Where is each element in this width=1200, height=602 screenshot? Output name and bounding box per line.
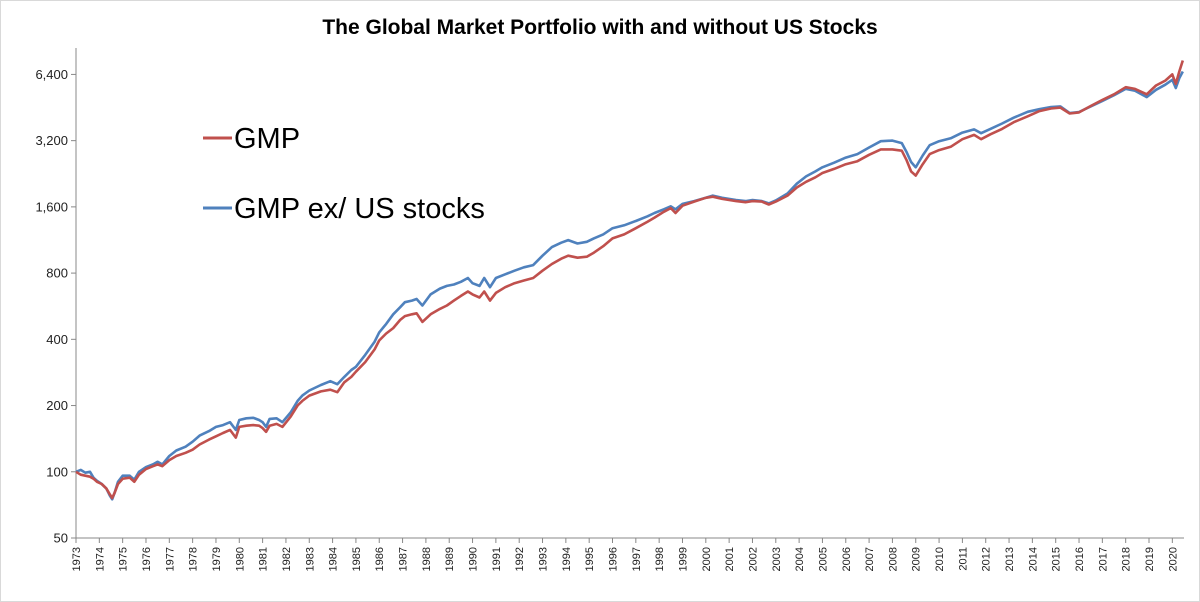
x-tick-label: 2000 bbox=[701, 547, 713, 571]
x-tick-label: 2013 bbox=[1004, 547, 1016, 571]
x-tick-label: 2014 bbox=[1027, 547, 1039, 571]
x-tick-label: 2006 bbox=[841, 547, 853, 571]
y-tick-label: 6,400 bbox=[35, 67, 68, 82]
x-tick-label: 2002 bbox=[747, 547, 759, 571]
x-tick-label: 2003 bbox=[771, 547, 783, 571]
x-tick-label: 1979 bbox=[211, 547, 223, 571]
x-tick-label: 2009 bbox=[911, 547, 923, 571]
x-tick-label: 2016 bbox=[1074, 547, 1086, 571]
x-tick-label: 2015 bbox=[1051, 547, 1063, 571]
y-tick-label: 200 bbox=[46, 398, 68, 413]
x-tick-label: 1973 bbox=[71, 547, 83, 571]
x-tick-label: 1986 bbox=[374, 547, 386, 571]
series-line-gmp bbox=[75, 60, 1185, 500]
chart-title: The Global Market Portfolio with and wit… bbox=[322, 16, 877, 39]
y-tick-label: 50 bbox=[54, 531, 68, 546]
x-tick-label: 1995 bbox=[584, 547, 596, 571]
x-tick-label: 2004 bbox=[794, 547, 806, 571]
x-tick-label: 1981 bbox=[258, 547, 270, 571]
x-tick-label: 1997 bbox=[631, 547, 643, 571]
x-tick-label: 1990 bbox=[468, 547, 480, 571]
x-tick-label: 2019 bbox=[1144, 547, 1156, 571]
x-axis: 1973 1974 1975 1976 1977 1978 1979 1980 1981 1982… bbox=[71, 537, 1184, 571]
y-tick-label: 800 bbox=[46, 266, 68, 281]
x-tick-label: 1985 bbox=[351, 547, 363, 571]
x-tick-label: 1978 bbox=[188, 547, 200, 571]
x-tick-label: 1996 bbox=[608, 547, 620, 571]
x-tick-label: 1974 bbox=[94, 547, 106, 571]
x-tick-label: 1988 bbox=[421, 547, 433, 571]
y-tick-label: 1,600 bbox=[35, 199, 68, 214]
x-tick-label: 2017 bbox=[1097, 547, 1109, 571]
series-lines bbox=[75, 60, 1185, 501]
x-tick-label: 1976 bbox=[141, 547, 153, 571]
y-tick-label: 3,200 bbox=[35, 133, 68, 148]
x-tick-label: 1994 bbox=[561, 547, 573, 571]
x-tick-label: 2018 bbox=[1121, 547, 1133, 571]
x-tick-label: 2005 bbox=[817, 547, 829, 571]
x-tick-label: 1992 bbox=[514, 547, 526, 571]
x-tick-label: 1989 bbox=[444, 547, 456, 571]
x-tick-label: 2010 bbox=[934, 547, 946, 571]
y-tick-label: 400 bbox=[46, 332, 68, 347]
x-tick-label: 1991 bbox=[491, 547, 503, 571]
x-tick-label: 1993 bbox=[538, 547, 550, 571]
series-line-gmp-ex-us bbox=[75, 70, 1184, 501]
x-tick-label: 2011 bbox=[957, 547, 969, 571]
x-tick-label: 2001 bbox=[724, 547, 736, 571]
x-tick-label: 1977 bbox=[164, 547, 176, 571]
x-tick-label: 1980 bbox=[234, 547, 246, 571]
x-tick-label: 1987 bbox=[398, 547, 410, 571]
y-axis: 50 100 200 400 800 1,600 3,200 6,400 bbox=[35, 48, 77, 546]
x-tick-label: 1999 bbox=[677, 547, 689, 571]
x-tick-label: 2008 bbox=[887, 547, 899, 571]
legend-label: GMP bbox=[234, 123, 300, 155]
x-tick-label: 2012 bbox=[981, 547, 993, 571]
legend-label: GMP ex/ US stocks bbox=[234, 193, 485, 225]
x-tick-label: 1983 bbox=[304, 547, 316, 571]
legend: GMP GMP ex/ US stocks bbox=[203, 123, 485, 225]
x-tick-label: 2020 bbox=[1167, 547, 1179, 571]
x-tick-label: 1982 bbox=[281, 547, 293, 571]
x-tick-label: 1975 bbox=[118, 547, 130, 571]
x-tick-label: 2007 bbox=[864, 547, 876, 571]
x-tick-label: 1998 bbox=[654, 547, 666, 571]
y-tick-label: 100 bbox=[46, 464, 68, 479]
x-tick-label: 1984 bbox=[328, 547, 340, 571]
